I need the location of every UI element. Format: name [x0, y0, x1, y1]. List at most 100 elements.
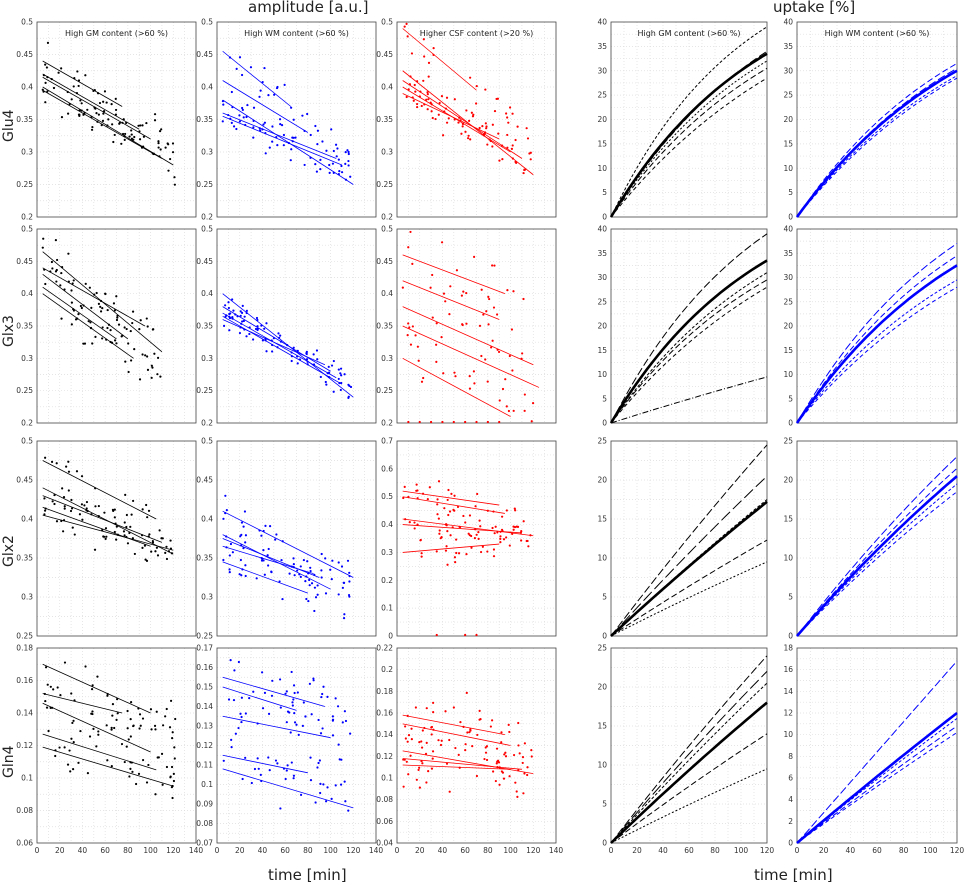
x-tick-label: 100: [734, 846, 749, 855]
data-point: [453, 509, 456, 512]
data-point: [141, 353, 144, 356]
data-point: [277, 332, 280, 335]
data-point: [291, 704, 294, 707]
data-point: [285, 690, 288, 693]
panel-glx2-scatter-2: 0.25 0.3 0.35 0.4 0.45 0.5: [196, 437, 377, 641]
data-point: [465, 553, 468, 556]
data-point: [161, 537, 164, 540]
subject-uptake-curve: [796, 725, 958, 844]
data-point: [239, 310, 242, 313]
data-point: [132, 724, 135, 727]
data-point: [470, 546, 473, 549]
data-point: [240, 311, 244, 314]
y-tick-label: 15: [783, 346, 793, 355]
data-point: [244, 756, 247, 759]
y-tick-label: 0.4: [201, 289, 213, 298]
data-point: [468, 731, 471, 734]
data-point: [498, 420, 501, 424]
axes-box: [796, 21, 958, 218]
data-point: [467, 532, 470, 535]
data-point: [279, 334, 282, 337]
panel-glu4-line-4: 0 5 10 15 20 25 30 35 40 High GM content (>60 %): [597, 18, 768, 222]
data-point: [256, 757, 259, 760]
data-point: [346, 559, 350, 562]
data-point: [316, 143, 319, 146]
panel-glx2-line-4: 0 5 10 15 20 25: [597, 437, 768, 641]
data-point: [165, 557, 169, 561]
data-point: [230, 746, 233, 749]
data-point: [481, 545, 484, 548]
data-point: [491, 264, 494, 267]
data-point: [164, 146, 167, 149]
y-tick-label: 35: [783, 249, 793, 258]
x-tick-label: 140: [189, 846, 204, 855]
data-point: [230, 738, 233, 742]
data-point: [512, 290, 515, 293]
data-point: [257, 767, 260, 770]
data-point: [252, 106, 256, 109]
data-point: [294, 136, 297, 139]
data-point: [151, 366, 154, 369]
data-point: [91, 342, 94, 345]
data-point: [320, 695, 323, 699]
data-point: [409, 343, 413, 346]
y-tick-label: 15: [597, 139, 607, 148]
y-tick-label: 0.16: [196, 663, 213, 672]
data-point: [475, 533, 478, 536]
y-tick-label: 35: [597, 42, 607, 51]
data-point: [427, 770, 430, 773]
data-point: [413, 83, 416, 87]
x-tick-label: 40: [78, 846, 88, 855]
data-point: [171, 737, 174, 740]
data-point: [114, 108, 118, 112]
fit-line: [222, 715, 331, 739]
data-point: [485, 758, 489, 762]
data-point: [228, 571, 231, 574]
data-point: [292, 684, 296, 687]
fit-line: [402, 758, 522, 770]
data-point: [292, 346, 295, 349]
data-point: [457, 121, 460, 124]
data-point: [118, 121, 121, 124]
data-point: [116, 316, 119, 319]
subject-uptake-curve: [796, 660, 958, 844]
data-point: [348, 580, 351, 583]
data-point: [237, 726, 240, 730]
data-point: [150, 550, 153, 553]
y-tick-label: 0.14: [196, 702, 213, 711]
data-point: [316, 129, 320, 132]
data-point: [295, 723, 298, 726]
data-point: [457, 552, 461, 555]
y-tick-label: 0.2: [21, 213, 33, 222]
data-point: [302, 558, 305, 562]
data-point: [320, 569, 323, 572]
data-point: [312, 679, 315, 682]
y-tick-label: 0: [788, 419, 793, 428]
data-point: [334, 143, 338, 146]
data-point: [402, 785, 405, 788]
data-point: [464, 749, 467, 752]
data-point: [493, 532, 496, 535]
data-point: [97, 113, 100, 116]
data-point: [507, 409, 511, 413]
data-point: [86, 772, 90, 775]
data-point: [322, 783, 325, 786]
y-tick-label: 0: [788, 213, 793, 222]
data-point: [490, 719, 494, 722]
y-tick-label: 30: [783, 273, 793, 282]
y-tick-label: 20: [783, 115, 793, 124]
data-point: [331, 734, 335, 737]
data-point: [77, 84, 80, 88]
subject-uptake-curve: [796, 77, 958, 218]
fit-line: [402, 518, 534, 537]
data-point: [62, 530, 65, 533]
data-point: [404, 725, 407, 728]
data-point: [337, 368, 340, 371]
data-point: [113, 309, 116, 312]
data-point: [271, 140, 274, 143]
data-point: [432, 701, 435, 704]
data-point: [337, 593, 340, 596]
y-tick-label: 16: [783, 665, 793, 674]
data-point: [472, 113, 475, 116]
subject-uptake-curve: [610, 444, 768, 637]
